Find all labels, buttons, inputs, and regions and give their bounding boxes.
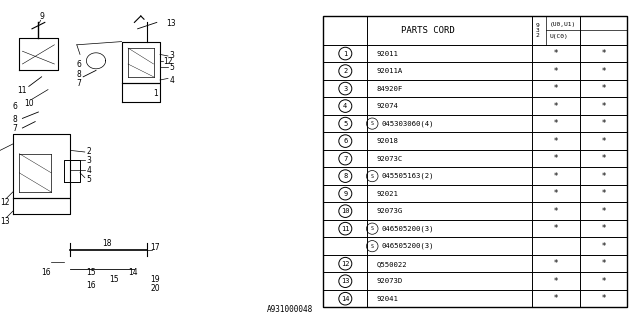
Text: 12: 12	[163, 57, 173, 66]
Text: 92073D: 92073D	[377, 278, 403, 284]
Text: 2: 2	[86, 147, 91, 156]
Text: 046505200(3): 046505200(3)	[381, 225, 435, 232]
Text: 17: 17	[150, 243, 160, 252]
Text: *: *	[602, 294, 605, 303]
Text: 13: 13	[341, 278, 349, 284]
Text: 046505200(3): 046505200(3)	[381, 243, 435, 249]
Text: *: *	[602, 189, 605, 198]
Text: *: *	[554, 101, 558, 111]
Text: 5: 5	[170, 63, 175, 72]
Text: 15: 15	[86, 268, 96, 277]
Text: 9: 9	[343, 191, 348, 196]
Text: *: *	[602, 224, 605, 233]
Text: *: *	[554, 172, 558, 180]
Text: 11: 11	[341, 226, 349, 232]
Text: 7: 7	[77, 79, 82, 88]
Text: *: *	[554, 277, 558, 286]
Text: 92021: 92021	[377, 191, 399, 196]
Text: 4: 4	[86, 166, 92, 175]
Text: *: *	[602, 101, 605, 111]
Text: 19: 19	[150, 275, 160, 284]
Text: *: *	[602, 154, 605, 163]
Text: *: *	[554, 119, 558, 128]
Text: *: *	[554, 259, 558, 268]
Text: *: *	[554, 49, 558, 58]
Text: S: S	[371, 244, 374, 249]
Text: 14: 14	[341, 296, 349, 302]
Text: *: *	[554, 189, 558, 198]
Text: 92073G: 92073G	[377, 208, 403, 214]
Text: 13: 13	[0, 217, 10, 226]
Text: *: *	[602, 137, 605, 146]
Text: 10: 10	[341, 208, 349, 214]
Text: PARTS CORD: PARTS CORD	[401, 26, 454, 35]
Text: 3: 3	[86, 156, 92, 165]
Text: *: *	[602, 277, 605, 286]
Text: 14: 14	[128, 268, 138, 277]
Text: 11: 11	[18, 86, 27, 95]
Text: U(C0): U(C0)	[550, 34, 568, 38]
Text: 20: 20	[150, 284, 160, 293]
Text: *: *	[554, 84, 558, 93]
Text: (U0,U1): (U0,U1)	[550, 22, 576, 27]
Text: *: *	[602, 207, 605, 216]
Text: 1: 1	[154, 89, 158, 98]
Text: *: *	[554, 137, 558, 146]
Text: *: *	[602, 172, 605, 180]
Text: *: *	[554, 154, 558, 163]
Text: 92011: 92011	[377, 51, 399, 57]
Text: 92073C: 92073C	[377, 156, 403, 162]
Text: S: S	[371, 174, 374, 179]
Text: 92074: 92074	[377, 103, 399, 109]
Text: 7: 7	[343, 156, 348, 162]
Text: A931000048: A931000048	[268, 305, 314, 314]
Text: 2: 2	[343, 68, 348, 74]
Text: 9
3
2: 9 3 2	[536, 23, 539, 38]
Text: 8: 8	[77, 70, 81, 79]
Text: 045505163(2): 045505163(2)	[381, 173, 435, 180]
Text: 7: 7	[13, 124, 18, 133]
Text: 10: 10	[24, 99, 34, 108]
Text: S: S	[371, 121, 374, 126]
Text: *: *	[554, 67, 558, 76]
Text: 8: 8	[13, 115, 17, 124]
Text: *: *	[602, 259, 605, 268]
Text: 15: 15	[109, 275, 118, 284]
Text: 1: 1	[343, 51, 348, 57]
Text: 5: 5	[86, 175, 92, 184]
Text: 9: 9	[39, 12, 44, 21]
Text: S: S	[371, 226, 374, 231]
Text: *: *	[554, 207, 558, 216]
Text: 84920F: 84920F	[377, 85, 403, 92]
Text: 92018: 92018	[377, 138, 399, 144]
Text: *: *	[602, 119, 605, 128]
Text: 13: 13	[166, 19, 176, 28]
Text: 18: 18	[102, 239, 112, 248]
Text: 4: 4	[170, 76, 175, 85]
Text: 8: 8	[343, 173, 348, 179]
Text: 16: 16	[42, 268, 51, 277]
Text: 6: 6	[77, 60, 82, 69]
Text: 4: 4	[343, 103, 348, 109]
Text: Q550022: Q550022	[377, 261, 408, 267]
Text: 92011A: 92011A	[377, 68, 403, 74]
Text: *: *	[554, 224, 558, 233]
Text: 12: 12	[341, 261, 349, 267]
Text: 6: 6	[343, 138, 348, 144]
Text: 045303060(4): 045303060(4)	[381, 120, 435, 127]
Text: 92041: 92041	[377, 296, 399, 302]
Text: 3: 3	[343, 85, 348, 92]
Text: 16: 16	[86, 281, 96, 290]
Text: 6: 6	[13, 102, 18, 111]
Text: *: *	[602, 242, 605, 251]
Text: *: *	[602, 84, 605, 93]
Text: *: *	[602, 67, 605, 76]
Text: 12: 12	[0, 198, 10, 207]
Text: 5: 5	[343, 121, 348, 127]
Text: *: *	[602, 49, 605, 58]
Text: 3: 3	[170, 51, 175, 60]
Text: *: *	[554, 294, 558, 303]
